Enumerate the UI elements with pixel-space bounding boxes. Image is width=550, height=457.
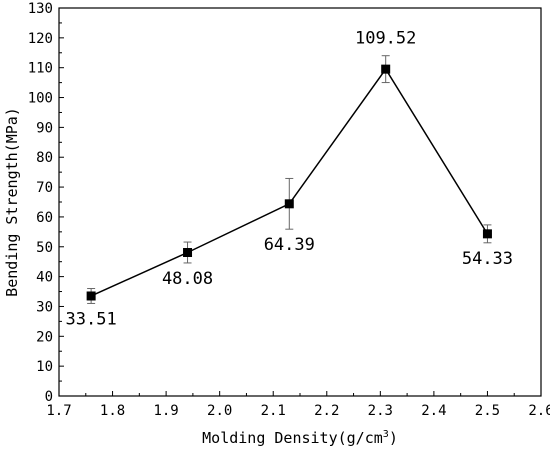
- x-axis-title: Molding Density(g/cm3): [202, 429, 398, 447]
- x-tick-label: 2.0: [207, 403, 232, 419]
- x-tick-label: 1.9: [153, 403, 178, 419]
- y-tick-label: 90: [36, 120, 53, 136]
- data-label: 33.51: [66, 309, 117, 329]
- data-label: 64.39: [264, 235, 315, 255]
- data-point-marker: [183, 247, 193, 257]
- y-tick-label: 80: [36, 150, 53, 166]
- y-axis-title: Bending Strength(MPa): [3, 107, 21, 297]
- x-tick-label: 1.7: [46, 403, 71, 419]
- y-tick-label: 0: [45, 389, 53, 405]
- axes: 0 10 20 30 40 50 60 70 80 90 100 110 120 130 1.7 1.8 1.9…: [28, 1, 550, 419]
- y-tick-label: 40: [36, 270, 53, 286]
- data-point-marker: [86, 291, 96, 301]
- data-label: 54.33: [462, 249, 513, 269]
- x-tick-label: 2.3: [368, 403, 393, 419]
- x-tick-label: 2.1: [261, 403, 286, 419]
- data-point-marker: [284, 199, 294, 209]
- data-label: 48.08: [162, 269, 213, 289]
- x-axis-title-main: Molding Density(g/cm: [202, 429, 383, 447]
- x-tick-label: 1.8: [100, 403, 125, 419]
- data-point-marker: [381, 64, 391, 74]
- plot-marks: [86, 55, 492, 304]
- x-tick-label: 2.6: [528, 403, 550, 419]
- x-tick-label: 2.4: [421, 403, 446, 419]
- x-tick-label: 2.2: [314, 403, 339, 419]
- x-axis-title-superscript: 3: [383, 429, 389, 440]
- data-point-marker: [482, 229, 492, 239]
- y-tick-label: 100: [28, 91, 53, 107]
- data-labels: 33.51 48.08 64.39 109.52 54.33: [66, 29, 513, 330]
- y-tick-label: 50: [36, 240, 53, 256]
- data-label: 109.52: [355, 29, 416, 49]
- y-tick-label: 120: [28, 31, 53, 47]
- x-axis-title-suffix: ): [389, 429, 398, 447]
- y-tick-label: 110: [28, 61, 53, 77]
- y-tick-label: 30: [36, 299, 53, 315]
- y-tick-label: 70: [36, 180, 53, 196]
- x-tick-label: 2.5: [475, 403, 500, 419]
- y-tick-label: 10: [36, 359, 53, 375]
- y-tick-label: 20: [36, 329, 53, 345]
- plot-frame: [58, 7, 542, 397]
- y-tick-label: 130: [28, 1, 53, 17]
- y-tick-label: 60: [36, 210, 53, 226]
